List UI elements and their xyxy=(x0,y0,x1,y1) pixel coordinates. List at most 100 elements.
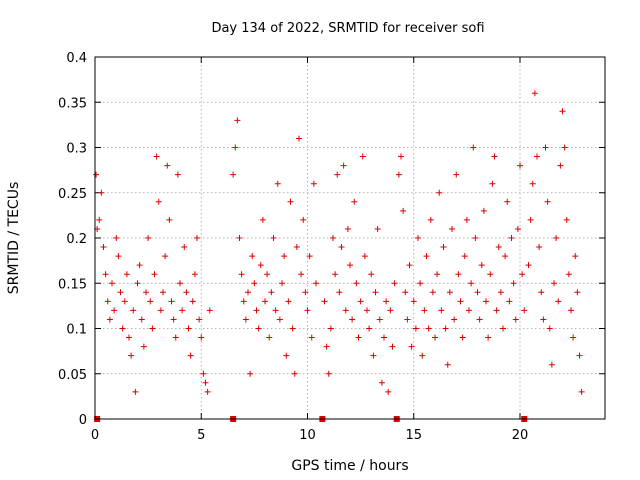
data-point xyxy=(527,216,534,223)
data-point xyxy=(446,289,453,296)
data-point xyxy=(487,271,494,278)
data-point xyxy=(151,271,158,278)
data-point xyxy=(434,271,441,278)
data-point xyxy=(531,90,538,97)
data-point xyxy=(561,144,568,151)
data-point xyxy=(385,388,392,395)
data-point xyxy=(157,307,164,314)
data-point xyxy=(366,325,373,332)
data-point xyxy=(155,198,162,205)
data-point xyxy=(321,298,328,305)
data-point xyxy=(555,298,562,305)
data-point xyxy=(128,352,135,359)
data-point xyxy=(436,189,443,196)
data-point xyxy=(100,244,107,251)
data-point xyxy=(266,334,273,341)
data-point xyxy=(183,289,190,296)
data-point xyxy=(398,153,404,160)
data-point xyxy=(140,343,147,350)
data-point xyxy=(432,334,438,341)
data-point xyxy=(508,235,515,241)
data-point xyxy=(200,370,207,377)
y-tick-label: 0.05 xyxy=(58,368,87,383)
data-point xyxy=(340,162,347,169)
data-point xyxy=(423,253,430,260)
data-point xyxy=(389,343,396,350)
data-point xyxy=(206,307,213,314)
data-point xyxy=(276,316,283,323)
data-point xyxy=(514,225,521,232)
data-point xyxy=(525,262,532,269)
y-tick-label: 0.2 xyxy=(66,232,87,247)
data-point xyxy=(185,325,192,332)
data-point xyxy=(257,262,264,269)
data-point xyxy=(357,298,364,305)
data-point xyxy=(500,325,506,332)
data-point xyxy=(111,307,118,314)
data-point xyxy=(164,162,171,169)
data-point xyxy=(342,307,349,314)
data-point xyxy=(355,334,362,341)
data-point xyxy=(168,298,175,305)
data-point xyxy=(96,216,103,223)
data-point xyxy=(538,289,545,296)
data-point xyxy=(451,316,458,323)
data-point xyxy=(468,280,475,287)
data-point xyxy=(230,171,237,178)
data-point xyxy=(540,316,547,323)
data-point xyxy=(98,189,105,196)
x-axis-label: GPS time / hours xyxy=(291,458,408,474)
plot-frame xyxy=(94,56,606,420)
data-point xyxy=(196,316,203,323)
data-point xyxy=(548,361,555,368)
data-point xyxy=(304,307,311,314)
data-point xyxy=(349,316,356,323)
data-point xyxy=(551,280,557,287)
data-point xyxy=(283,352,290,359)
data-point xyxy=(93,171,100,178)
data-point xyxy=(415,235,421,241)
data-point xyxy=(204,388,211,395)
data-point xyxy=(119,325,126,332)
data-point xyxy=(338,244,345,251)
x-tick-label: 5 xyxy=(197,428,205,443)
data-point xyxy=(497,289,504,296)
data-point xyxy=(347,262,353,269)
data-point xyxy=(344,225,351,232)
y-tick-label: 0.35 xyxy=(58,96,87,111)
data-point xyxy=(470,144,477,151)
data-point xyxy=(181,244,188,251)
data-point xyxy=(134,280,141,287)
data-point xyxy=(143,289,149,296)
axis-tick-labels: 0 0.05 0.1 0.15 0.2 0.25 0.3 0.35 0.4 0 5 10 15 20 xyxy=(58,51,528,443)
data-point xyxy=(374,225,381,232)
x-tick-label: 10 xyxy=(299,428,316,443)
data-point xyxy=(536,244,543,251)
data-point xyxy=(330,235,336,241)
data-point xyxy=(578,388,585,395)
data-point xyxy=(570,334,577,341)
data-point xyxy=(474,289,481,296)
data-point xyxy=(130,307,137,314)
data-point xyxy=(449,225,455,232)
x-tick-label: 20 xyxy=(512,428,529,443)
y-tick-label: 0.4 xyxy=(66,51,87,66)
data-point xyxy=(117,289,124,296)
data-point xyxy=(272,307,279,314)
data-point xyxy=(542,144,549,151)
data-point xyxy=(483,298,489,305)
data-point xyxy=(563,216,570,223)
data-point xyxy=(444,361,451,368)
data-point xyxy=(270,235,277,241)
data-point xyxy=(259,216,266,223)
data-point xyxy=(429,289,436,296)
data-point xyxy=(466,307,472,314)
data-point xyxy=(126,334,132,341)
data-point xyxy=(519,271,526,278)
data-point xyxy=(478,262,485,269)
data-point xyxy=(327,325,334,332)
y-tick-label: 0.3 xyxy=(66,142,87,157)
data-point xyxy=(274,180,281,187)
data-point xyxy=(262,298,268,305)
data-point xyxy=(145,235,152,241)
